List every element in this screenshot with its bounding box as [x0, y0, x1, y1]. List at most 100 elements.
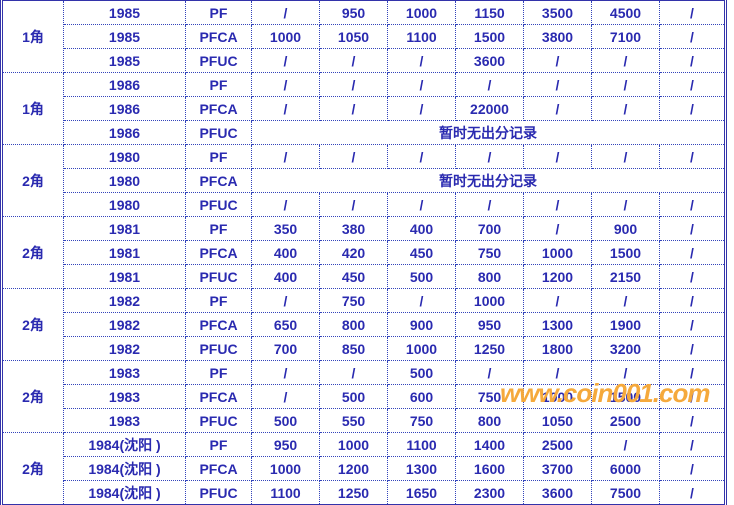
cell-price: 1200	[319, 456, 388, 481]
cell-price: 1000	[387, 336, 456, 361]
cell-price: 1000	[251, 24, 320, 49]
cell-price-empty: /	[251, 384, 320, 409]
cell-price: 3200	[591, 336, 660, 361]
cell-grade: PFCA	[185, 384, 252, 409]
cell-year: 1981	[63, 240, 186, 265]
cell-grade: PFUC	[185, 48, 252, 73]
cell-price: 1100	[387, 24, 456, 49]
cell-year: 1984(沈阳 )	[63, 456, 186, 481]
cell-price-empty: /	[591, 72, 660, 97]
cell-price: 1000	[251, 456, 320, 481]
cell-grade: PFCA	[185, 240, 252, 265]
cell-year: 1983	[63, 384, 186, 409]
cell-price: 700	[251, 336, 320, 361]
table-row: 2角 1984(沈阳 ) PF 950 1000 1100 1400 2500//	[1, 432, 726, 505]
cell-grade: PFUC	[185, 480, 252, 505]
table-row: 1985 PFUC / //3600// /	[2, 48, 726, 73]
cell-price: 550	[319, 408, 388, 433]
cell-price: 1650	[387, 480, 456, 505]
table-row: 1983 PFUC 500 550 750 800 1050 2500/	[2, 408, 726, 433]
cell-price-empty: /	[319, 72, 388, 97]
cell-year: 1980	[63, 144, 186, 169]
cell-price-empty: /	[659, 24, 726, 49]
cell-price-empty: /	[659, 264, 726, 289]
cell-grade: PFUC	[185, 408, 252, 433]
table-row: 2角 1981 PF 350 380 400 700/900/	[1, 216, 726, 289]
table-row: 1983 PFCA/500 600 750 1000 1500/	[2, 384, 726, 409]
cell-price: 900	[591, 216, 660, 241]
cell-year: 1981	[63, 216, 186, 241]
cell-price: 2300	[455, 480, 524, 505]
cell-price: 500	[251, 408, 320, 433]
cell-price-empty: /	[659, 432, 726, 457]
cell-price-empty: /	[319, 48, 388, 73]
cell-category: 2角	[1, 432, 64, 505]
cell-price-empty: /	[659, 384, 726, 409]
cell-price: 950	[319, 0, 388, 25]
cell-grade: PF	[185, 216, 252, 241]
cell-price: 1000	[523, 384, 592, 409]
cell-price: 600	[387, 384, 456, 409]
cell-price: 1400	[455, 432, 524, 457]
cell-price: 2150	[591, 264, 660, 289]
cell-grade: PF	[185, 144, 252, 169]
cell-no-record-note: 暂时无出分记录	[251, 168, 726, 193]
cell-price: 850	[319, 336, 388, 361]
cell-year: 1986	[63, 72, 186, 97]
cell-price: 950	[455, 312, 524, 337]
cell-no-record-note: 暂时无出分记录	[251, 120, 726, 145]
cell-price-empty: /	[591, 360, 660, 385]
cell-price: 1050	[523, 408, 592, 433]
cell-grade: PF	[185, 360, 252, 385]
cell-price: 1250	[319, 480, 388, 505]
cell-category: 2角	[1, 288, 64, 361]
cell-price: 1300	[523, 312, 592, 337]
cell-price-empty: /	[659, 360, 726, 385]
cell-price-empty: /	[387, 72, 456, 97]
cell-price-empty: /	[659, 408, 726, 433]
cell-price: 800	[455, 408, 524, 433]
table-row: 1980 PFUC / / / / / / /	[2, 192, 726, 217]
cell-grade: PFCA	[185, 96, 252, 121]
cell-grade: PFUC	[185, 120, 252, 145]
cell-year: 1984(沈阳 )	[63, 480, 186, 505]
cell-price: 1000	[387, 0, 456, 25]
cell-grade: PFUC	[185, 192, 252, 217]
cell-price-empty: /	[659, 288, 726, 313]
cell-price: 1900	[591, 312, 660, 337]
cell-price: 1000	[523, 240, 592, 265]
cell-price: 1200	[523, 264, 592, 289]
table-row: 1981 PFCA 400 420 450 750 1000 1500/	[2, 240, 726, 265]
cell-price: 900	[387, 312, 456, 337]
table-row: 1981 PFUC 400 450 500 800 1200 2150/	[2, 264, 726, 289]
cell-year: 1980	[63, 168, 186, 193]
cell-price-empty: /	[659, 48, 726, 73]
cell-year: 1986	[63, 96, 186, 121]
cell-price: 1100	[251, 480, 320, 505]
cell-year: 1985	[63, 48, 186, 73]
cell-grade: PFUC	[185, 336, 252, 361]
cell-price: 3600	[523, 480, 592, 505]
cell-price-empty: /	[523, 48, 592, 73]
cell-year: 1980	[63, 192, 186, 217]
cell-price: 500	[387, 360, 456, 385]
cell-price-empty: /	[659, 456, 726, 481]
cell-price-empty: /	[659, 72, 726, 97]
table-row: 1984(沈阳 ) PFCA 1000 1200 1300 1600 3700 6000/	[2, 456, 726, 481]
table-row: 1984(沈阳 ) PFUC 1100 1250 1650 2300 3600 7500/	[2, 480, 726, 505]
cell-grade: PFCA	[185, 24, 252, 49]
cell-price-empty: /	[659, 192, 726, 217]
cell-price: 1050	[319, 24, 388, 49]
cell-category: 2角	[1, 360, 64, 433]
cell-price-empty: /	[523, 96, 592, 121]
cell-price: 2500	[523, 432, 592, 457]
cell-price-empty: /	[523, 72, 592, 97]
cell-price: 1600	[455, 456, 524, 481]
cell-price-empty: /	[659, 480, 726, 505]
cell-price: 400	[251, 240, 320, 265]
cell-price: 1250	[455, 336, 524, 361]
cell-price: 22000	[455, 96, 524, 121]
cell-year: 1985	[63, 0, 186, 25]
cell-price: 380	[319, 216, 388, 241]
